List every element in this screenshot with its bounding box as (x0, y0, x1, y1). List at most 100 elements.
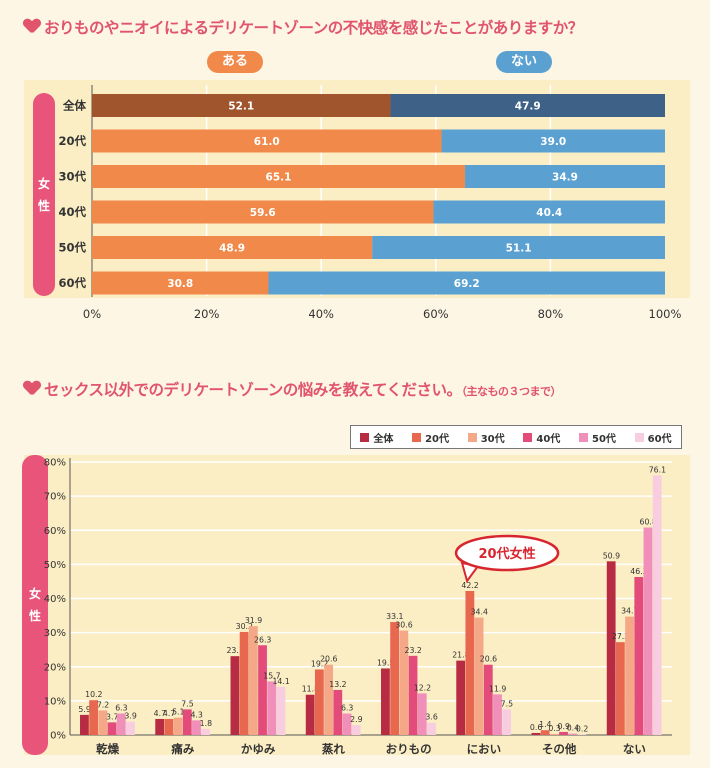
female-group-tab-2: 女性 (22, 455, 48, 755)
bar-segment-no (268, 271, 665, 295)
bar-segment-yes (92, 165, 466, 188)
bar-value-label: 11.9 (489, 684, 506, 693)
bar-value-label: 1.8 (200, 719, 212, 728)
bar (89, 700, 99, 735)
callout-text: 20代女性 (479, 546, 536, 562)
bar-value-label: 12.2 (414, 683, 431, 692)
bar (324, 664, 333, 735)
bar (559, 731, 568, 735)
question-1-heading: おりものやニオイによるデリケートゾーンの不快感を感じたことがありますか？ (24, 16, 583, 38)
bar-value-label: 10.2 (85, 690, 102, 699)
bar (248, 626, 258, 735)
bar (80, 714, 89, 735)
bar-value-label: 21.8 (452, 651, 469, 660)
legend-swatch (412, 432, 422, 442)
bar-value-label: 30.8 (167, 278, 193, 290)
bar-value-label: 51.1 (506, 243, 532, 255)
bar (192, 720, 201, 735)
question-2-heading: セックス以外でのデリケートゾーンの悩みを教えてください。（主なもの３つまで） (24, 378, 562, 400)
bar (474, 617, 484, 735)
legend-item: 30代 (467, 430, 505, 445)
bar (540, 730, 550, 735)
bar-value-label: 3.9 (124, 712, 136, 721)
legend-swatch (467, 432, 477, 442)
group-label-char-1: 女 (37, 176, 50, 191)
bar-value-label: 0.3 (548, 724, 560, 733)
legend-label: 30代 (480, 433, 505, 445)
bar-value-label: 52.1 (228, 101, 254, 113)
bar-segment-yes (92, 200, 434, 224)
legend-item: 全体 (360, 430, 393, 445)
category-label: 全体 (62, 99, 86, 113)
x-tick-label: 100% (649, 307, 682, 321)
bar-value-label: 59.6 (250, 207, 276, 219)
bar-value-label: 0.9 (558, 722, 570, 731)
category-label: におい (467, 742, 502, 756)
bar-value-label: 5.1 (172, 708, 184, 717)
bar-value-label: 65.1 (266, 172, 292, 184)
bar-segment-yes (92, 271, 269, 295)
y-tick-label: 60% (44, 526, 66, 537)
y-tick-label: 40% (44, 594, 66, 605)
x-tick-label: 20% (194, 307, 220, 321)
bar (568, 733, 578, 735)
bar (652, 475, 662, 735)
bar-segment-no (372, 236, 665, 259)
bar-value-label: 47.9 (515, 101, 541, 113)
bar-value-label: 6.3 (115, 704, 127, 713)
bar (201, 728, 211, 735)
legend-item: 60代 (634, 430, 672, 445)
bar (531, 732, 541, 735)
question-1-title: おりものやニオイによるデリケートゾーンの不快感を感じたことがありますか？ (44, 19, 583, 37)
bar-segment-no (465, 165, 665, 188)
group-label-char-2: 性 (28, 609, 41, 623)
bar (351, 725, 361, 735)
x-tick-label: 40% (308, 307, 334, 321)
category-label: ない (623, 742, 646, 756)
female-group-tab-1: 女性 (33, 93, 55, 296)
bar (634, 577, 644, 735)
category-label: かゆみ (241, 742, 276, 756)
bar (230, 656, 240, 735)
bar (643, 527, 653, 735)
bar (107, 722, 117, 735)
legend-pill-no: ない (496, 51, 552, 73)
bar-segment-no (433, 200, 665, 224)
y-tick-label: 80% (44, 458, 66, 469)
category-label: 蒸れ (322, 742, 345, 756)
question-2-note: （主なもの３つまで） (461, 385, 562, 398)
bar-value-label: 27.2 (612, 632, 629, 641)
legend-label: 20代 (425, 433, 449, 445)
category-label: 20代 (58, 134, 86, 148)
bar-segment-no (441, 129, 665, 153)
bar-value-label: 20.6 (320, 655, 337, 664)
bar-value-label: 61.0 (254, 136, 280, 148)
bar-value-label: 30.2 (236, 622, 253, 631)
bar (258, 645, 267, 735)
bar-value-label: 76.1 (649, 465, 666, 474)
bar-value-label: 69.2 (454, 278, 480, 290)
bar-value-label: 46.3 (630, 567, 647, 576)
question-2-title: セックス以外でのデリケートゾーンの悩みを教えてください。 (44, 381, 462, 399)
y-tick-label: 20% (44, 662, 66, 673)
category-label: 30代 (58, 170, 86, 184)
callout-bubble (454, 534, 560, 572)
bar-value-label: 39.0 (540, 136, 566, 148)
bar (173, 717, 183, 735)
bar (381, 668, 390, 735)
bar-value-label: 4.3 (190, 710, 202, 719)
bar-segment-no (390, 94, 665, 117)
category-label: 60代 (58, 276, 86, 290)
legend-label: 60代 (647, 433, 672, 445)
bar (305, 694, 315, 735)
bar (606, 561, 616, 735)
bar-value-label: 19.5 (377, 658, 394, 667)
bar-value-label: 0.2 (576, 724, 588, 733)
bar-value-label: 33.1 (386, 612, 403, 621)
bar (408, 655, 418, 735)
bar-value-label: 60.8 (639, 518, 656, 527)
bar-value-label: 30.6 (395, 621, 412, 630)
x-tick-label: 0% (83, 307, 101, 321)
bar (615, 642, 625, 735)
